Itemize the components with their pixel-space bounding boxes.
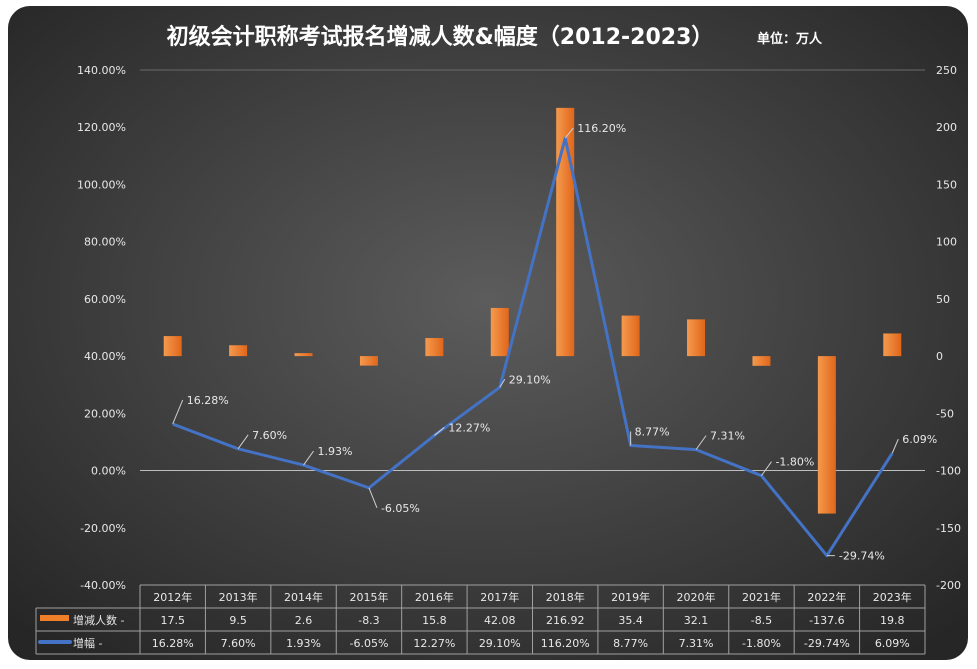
right-axis-tick: 0 (936, 350, 943, 363)
line-table-label: 6.09% (875, 637, 910, 650)
bar-2012年 (163, 336, 182, 357)
chart-subtitle: 单位：万人 (757, 31, 823, 47)
category-label: 2017年 (480, 590, 519, 604)
line-table-label: -29.74% (804, 637, 850, 650)
line-table-label: 16.28% (152, 637, 194, 650)
line-data-label: 16.28% (187, 394, 229, 407)
left-axis-tick: 80.00% (84, 236, 126, 249)
line-table-label: -6.05% (349, 637, 388, 650)
legend-bar-name: 增减人数 - (73, 613, 124, 627)
left-axis-tick: 60.00% (84, 293, 126, 306)
right-axis-tick: 250 (936, 64, 957, 77)
line-table-label: -1.80% (742, 637, 781, 650)
growth-line (172, 136, 894, 558)
bar-2021年 (752, 356, 771, 366)
chart-title: 初级会计职称考试报名增减人数&幅度（2012-2023） (167, 24, 714, 50)
line-data-label: 29.10% (509, 373, 551, 386)
line-data-label: 1.93% (318, 445, 353, 458)
line-data-label: 6.09% (902, 433, 937, 446)
right-axis-tick: 200 (936, 121, 957, 134)
line-data-label: 7.60% (252, 429, 287, 442)
category-label: 2014年 (284, 590, 323, 604)
category-label: 2012年 (153, 590, 192, 604)
bar-data-label: 42.08 (484, 614, 516, 627)
label-leader (499, 379, 506, 388)
bar-data-label: 17.5 (160, 614, 185, 627)
left-axis-tick: -40.00% (80, 579, 126, 592)
right-axis-tick: -100 (936, 465, 961, 478)
right-axis-tick: -50 (936, 407, 954, 420)
label-leader (434, 427, 445, 436)
label-leader (368, 487, 378, 509)
label-leader (695, 435, 707, 450)
line-table-label: 7.31% (679, 637, 714, 650)
label-leader (172, 399, 184, 425)
left-axis-tick: 40.00% (84, 350, 126, 363)
bar-2016年 (425, 338, 444, 357)
label-leader (303, 450, 314, 466)
right-axis-tick: -150 (936, 522, 961, 535)
line-data-label: 12.27% (448, 421, 490, 434)
category-label: 2018年 (546, 590, 585, 604)
line-data-label: -29.74% (839, 550, 885, 563)
bar-2022年 (817, 356, 836, 514)
chart-background (8, 6, 968, 660)
bar-data-label: 15.8 (422, 614, 447, 627)
line-data-label: 8.77% (635, 425, 670, 438)
left-axis-tick: 100.00% (77, 178, 126, 191)
right-axis-tick: -200 (936, 579, 961, 592)
legend-bar-swatch (40, 615, 69, 621)
bar-data-label: 35.4 (618, 614, 643, 627)
label-leader (564, 127, 574, 139)
line-table-label: 7.60% (221, 637, 256, 650)
bar-2018年 (556, 107, 575, 357)
bar-2017年 (490, 307, 509, 357)
bar-data-label: 2.6 (295, 614, 313, 627)
bar-data-label: 216.92 (546, 614, 585, 627)
line-table-label: 116.20% (541, 637, 590, 650)
left-axis-tick: 140.00% (77, 64, 126, 77)
left-axis-tick: -20.00% (80, 522, 126, 535)
category-label: 2015年 (349, 590, 388, 604)
category-label: 2022年 (807, 590, 846, 604)
label-leader (891, 438, 899, 454)
category-label: 2020年 (677, 590, 716, 604)
category-label: 2021年 (742, 590, 781, 604)
right-axis-tick: 50 (936, 293, 950, 306)
bar-data-label: -8.3 (358, 614, 379, 627)
bar-data-label: -137.6 (809, 614, 844, 627)
line-table-label: 12.27% (413, 637, 455, 650)
left-axis-tick: 20.00% (84, 407, 126, 420)
label-leader (237, 434, 249, 450)
line-data-label: -1.80% (775, 456, 814, 469)
right-axis-tick: 100 (936, 236, 957, 249)
bar-data-label: 9.5 (229, 614, 247, 627)
left-axis-tick: 0.00% (91, 465, 126, 478)
bar-data-label: 19.8 (880, 614, 905, 627)
line-table-label: 1.93% (286, 637, 321, 650)
category-label: 2019年 (611, 590, 650, 604)
bar-2023年 (883, 333, 902, 357)
line-data-label: -6.05% (381, 502, 420, 515)
label-leader (761, 461, 772, 476)
line-data-label: 7.31% (710, 430, 745, 443)
category-label: 2016年 (415, 590, 454, 604)
left-axis-tick: 120.00% (77, 121, 126, 134)
right-axis-tick: 150 (936, 178, 957, 191)
bar-2015年 (359, 356, 378, 366)
category-label: 2013年 (219, 590, 258, 604)
line-table-label: 8.77% (613, 637, 648, 650)
line-data-label: 116.20% (577, 122, 626, 135)
bar-2013年 (229, 345, 248, 357)
bar-2019年 (621, 315, 640, 357)
bar-2020年 (687, 319, 706, 357)
category-label: 2023年 (873, 590, 912, 604)
bar-data-label: 32.1 (684, 614, 709, 627)
legend-line-name: 增幅 - (73, 636, 102, 650)
line-table-label: 29.10% (479, 637, 521, 650)
bar-data-label: -8.5 (751, 614, 772, 627)
bar-2014年 (294, 353, 313, 357)
